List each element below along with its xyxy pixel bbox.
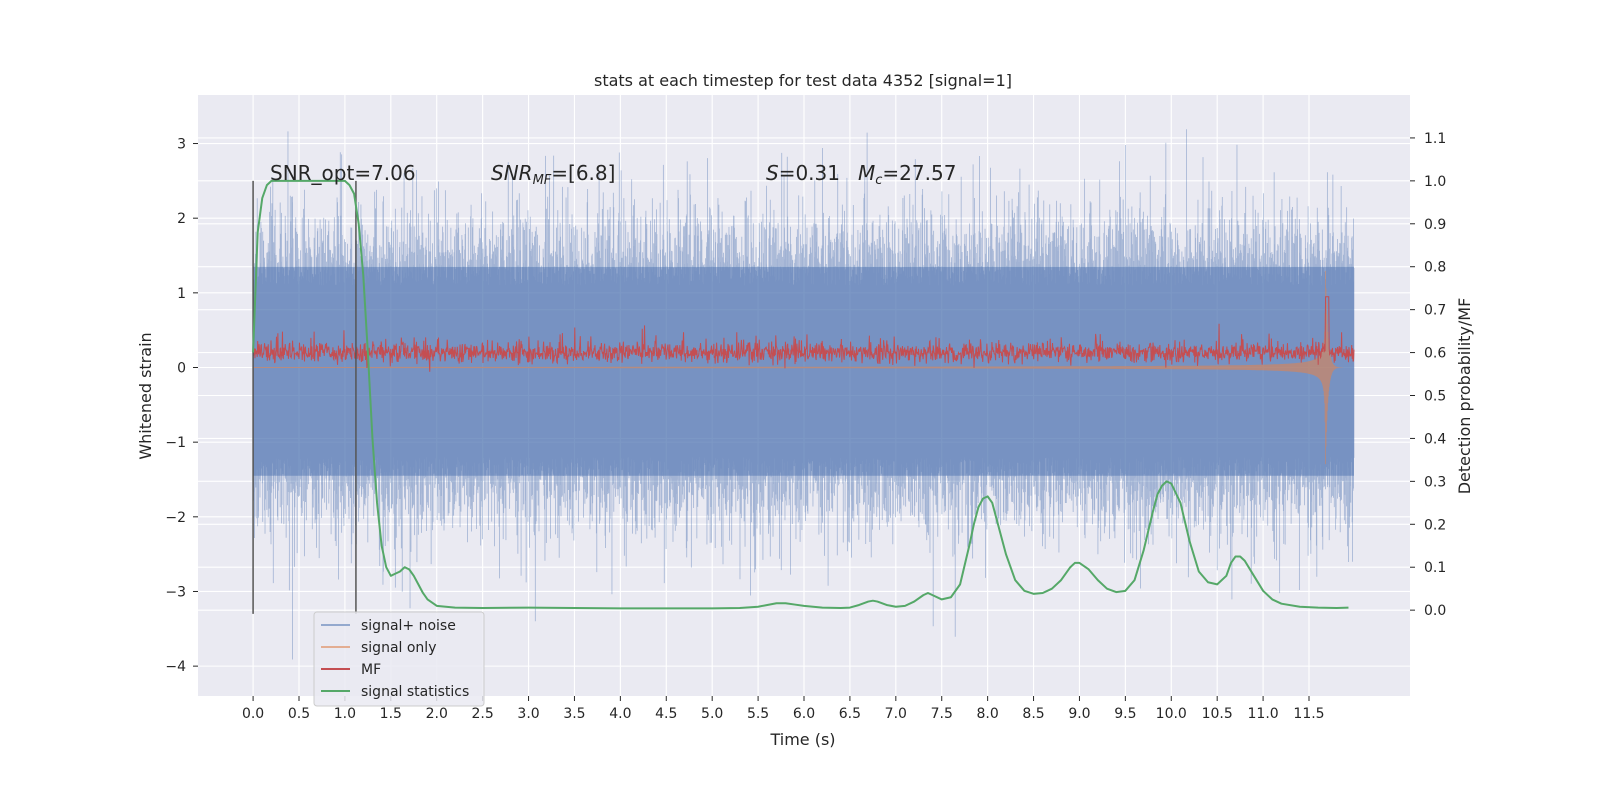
y-right-tick-label-4: 0.4 [1424,431,1446,447]
y-tick-label-4: 0 [177,361,186,377]
x-tick-label-12: 6.0 [793,706,815,722]
x-tick-label-0: 0.0 [242,706,264,722]
legend-entry-signal-statistics: signal statistics [361,684,469,700]
y-tick-label-3: −1 [165,435,186,451]
mf-series [252,296,1355,372]
signal-statistics-series [252,179,1349,610]
x-tick-label-6: 3.0 [517,706,539,722]
x-tick-label-4: 2.0 [426,706,448,722]
y-right-tick-label-2: 0.2 [1424,517,1446,533]
signal-statistics-line [252,179,1349,610]
s-value: =0.31 [779,161,840,185]
y-axis-ticks: −4 −3 −2 −1 0 1 2 3 [165,137,198,675]
x-tick-label-5: 2.5 [472,706,494,722]
x-tick-label-1: 0.5 [288,706,310,722]
x-tick-label-3: 1.5 [380,706,402,722]
x-axis-ticks: 0.0 0.5 1.0 1.5 2.0 2.5 3.0 3.5 4.0 4.5 5.0 5.5 6.0 6… [242,696,1325,722]
y-right-tick-label-11: 1.1 [1424,131,1446,147]
x-tick-label-10: 5.0 [701,706,723,722]
marker-vlines [252,180,357,614]
mc-value: =27.57 [882,161,956,185]
x-tick-label-11: 5.5 [747,706,769,722]
x-tick-label-14: 7.0 [885,706,907,722]
x-tick-label-22: 11.0 [1248,706,1279,722]
annotation-snr-mf: SNRMF=[6.8] [491,161,615,188]
y-right-tick-label-8: 0.8 [1424,260,1446,276]
x-tick-label-13: 6.5 [839,706,861,722]
y-tick-label-2: −2 [165,510,186,526]
chart-title: stats at each timestep for test data 435… [594,71,1012,90]
x-tick-label-8: 4.0 [609,706,631,722]
y-right-tick-label-0: 0.0 [1424,603,1446,619]
mf-trace [252,296,1355,372]
legend: signal+ noise signal only MF signal stat… [313,611,485,707]
y-right-tick-label-5: 0.5 [1424,389,1446,405]
mc-subscript: c [875,173,882,188]
legend-entry-signal-noise: signal+ noise [361,618,456,634]
x-tick-label-17: 8.5 [1022,706,1044,722]
y-tick-label-5: 1 [177,286,186,302]
annotation-mc: Mc=27.57 [858,161,956,188]
s-symbol: S [766,161,779,185]
y-right-axis-label: Detection probability/MF [1455,298,1474,495]
snr-mf-symbol: SNR [491,161,533,185]
x-tick-label-7: 3.5 [563,706,585,722]
snr-mf-subscript: MF [533,173,552,188]
y-tick-label-7: 3 [177,137,186,153]
y-right-tick-label-10: 1.0 [1424,174,1446,190]
legend-entry-signal-only: signal only [361,640,436,656]
y-tick-label-1: −3 [165,584,186,600]
x-tick-label-15: 7.5 [931,706,953,722]
y-right-tick-label-7: 0.7 [1424,303,1446,319]
mc-symbol: M [858,161,875,185]
annotation-s: S=0.31 [766,161,840,185]
signal-noise-core-band [253,266,1354,476]
signal-noise-series [252,129,1355,660]
legend-box [313,611,485,707]
y-tick-label-0: −4 [165,659,186,675]
annotation-snr-opt: SNR_opt=7.06 [270,161,416,185]
y-right-tick-label-1: 0.1 [1424,560,1446,576]
y-tick-label-6: 2 [177,211,186,227]
x-tick-label-20: 10.0 [1156,706,1187,722]
snr-mf-value: =[6.8] [551,161,615,185]
x-tick-label-9: 4.5 [655,706,677,722]
x-tick-label-18: 9.0 [1068,706,1090,722]
x-tick-label-21: 10.5 [1202,706,1233,722]
x-tick-label-2: 1.0 [334,706,356,722]
legend-entry-mf: MF [361,662,381,678]
x-tick-label-19: 9.5 [1114,706,1136,722]
y-axis-label: Whitened strain [136,332,155,459]
y-right-tick-label-3: 0.3 [1424,474,1446,490]
x-tick-label-23: 11.5 [1293,706,1324,722]
x-tick-label-16: 8.0 [977,706,999,722]
x-axis-label: Time (s) [769,730,835,749]
y-right-tick-label-9: 0.9 [1424,217,1446,233]
y-right-axis-ticks: 0.0 0.1 0.2 0.3 0.4 0.5 0.6 0.7 0.8 0.9 1.0 1.1 [1410,131,1446,619]
y-right-tick-label-6: 0.6 [1424,346,1446,362]
